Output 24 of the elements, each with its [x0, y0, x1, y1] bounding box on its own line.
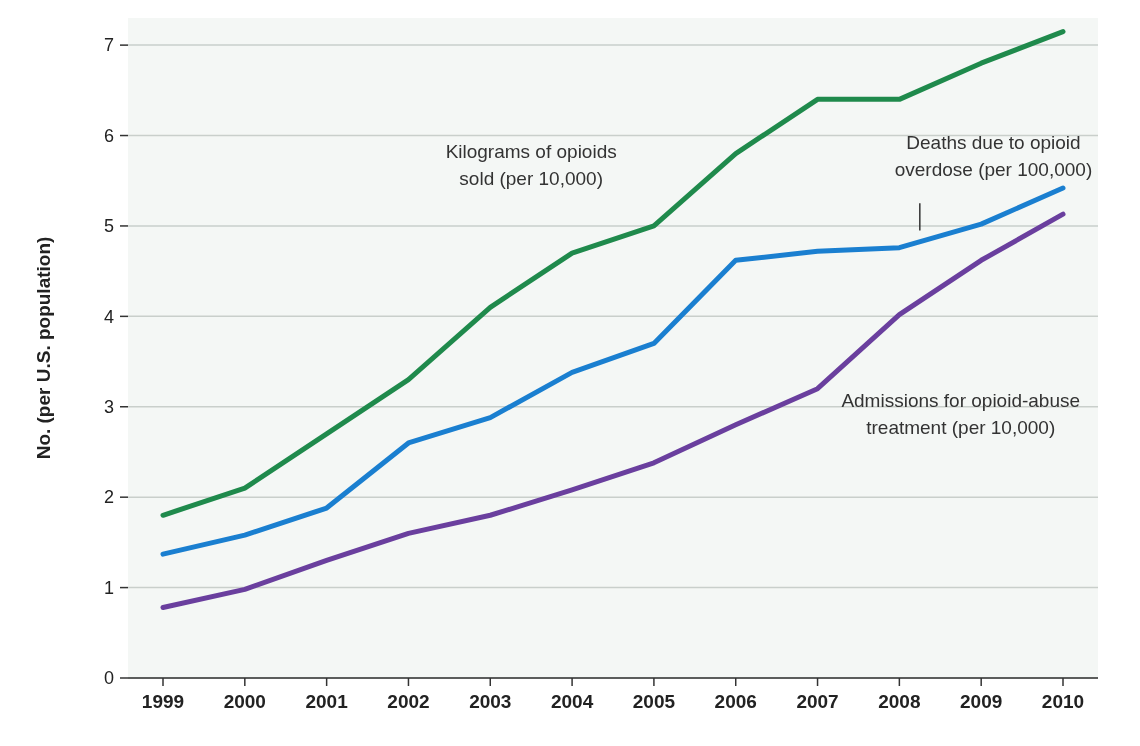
x-tick-label: 2010 — [1041, 691, 1085, 712]
y-tick-label: 0 — [103, 668, 114, 689]
series-label: Deaths due to opioid overdose (per 100,000) — [894, 132, 1093, 181]
x-tick-label: 2008 — [878, 691, 921, 712]
y-tick-label: 5 — [103, 216, 114, 237]
y-tick-label: 6 — [103, 125, 114, 146]
x-tick-label: 2003 — [469, 691, 512, 712]
x-tick-label: 2000 — [223, 691, 266, 712]
x-tick-label: 2004 — [550, 691, 594, 712]
text: Kilograms of opioids sold (per 10,000) — [445, 141, 617, 190]
x-tick-label: 2002 — [387, 691, 430, 712]
x-tick-label: 2009 — [960, 691, 1003, 712]
x-tick-label: 2001 — [305, 691, 349, 712]
series-label: Admissions for opioid-abuse treatment (per 10,000) — [841, 389, 1081, 438]
y-axis-title: No. (per U.S. population) — [33, 236, 54, 460]
y-tick-label: 1 — [103, 577, 114, 598]
x-tick-label: 2006 — [714, 691, 757, 712]
y-tick-label: 7 — [103, 35, 114, 56]
y-tick-label: 4 — [103, 306, 114, 327]
x-tick-label: 2005 — [632, 691, 676, 712]
x-tick-label: 1999 — [141, 691, 185, 712]
x-tick-label: 2007 — [796, 691, 839, 712]
y-tick-label: 3 — [103, 397, 114, 418]
y-tick-label: 2 — [103, 487, 114, 508]
